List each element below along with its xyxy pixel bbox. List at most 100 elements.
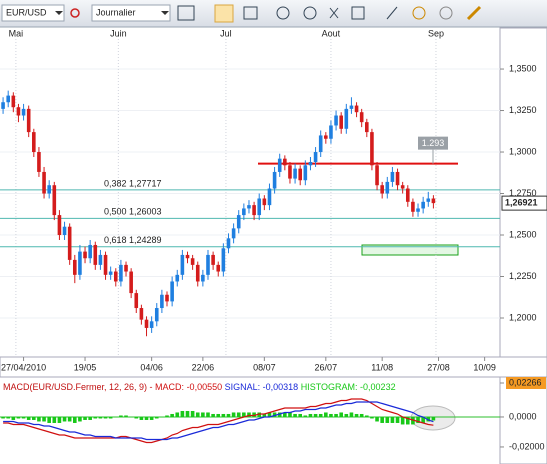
histogram-bar <box>211 413 215 417</box>
tool-button[interactable] <box>214 4 234 23</box>
histogram-bar <box>26 416 31 420</box>
candle-body <box>349 105 354 109</box>
y-tick-label: 1,2000 <box>509 312 537 322</box>
histogram-bar <box>380 416 384 423</box>
candle-body <box>26 108 31 133</box>
candle-body <box>318 135 323 153</box>
y-tick-label: 1,2750 <box>509 188 537 198</box>
histogram-bar <box>257 412 262 417</box>
tool-button[interactable] <box>329 7 339 19</box>
candle-body <box>37 152 41 172</box>
candle-body <box>395 171 400 186</box>
histogram-bar <box>283 412 287 417</box>
y-tick-label: 0,02266 <box>509 377 542 387</box>
candle-body <box>175 274 180 282</box>
histogram-bar <box>288 412 292 417</box>
candle-body <box>144 319 149 328</box>
candle-body <box>303 165 308 181</box>
histogram-bar <box>175 412 180 417</box>
date-axis <box>0 356 547 378</box>
histogram-bar <box>88 416 92 420</box>
fib-label: 0,618 1,24289 <box>104 235 162 245</box>
candle-body <box>83 251 87 259</box>
histogram-bar <box>344 413 349 417</box>
candle-body <box>313 152 318 162</box>
candle-body <box>62 226 67 236</box>
histogram-bar <box>395 416 400 423</box>
legend-text: MACD: <box>155 382 184 392</box>
candle-body <box>334 115 338 126</box>
candle-body <box>57 215 62 236</box>
tool-button[interactable] <box>177 5 195 21</box>
histogram-bar <box>324 412 328 417</box>
tool-button[interactable] <box>386 6 398 20</box>
histogram-bar <box>411 416 415 425</box>
candle-body <box>236 215 241 229</box>
histogram-bar <box>78 416 82 422</box>
candle-body <box>344 108 349 129</box>
histogram-bar <box>83 416 87 420</box>
histogram-bar <box>98 416 103 419</box>
x-tick-label: 26/07 <box>315 362 338 372</box>
tool-button[interactable] <box>466 5 482 21</box>
candle-body <box>293 168 297 179</box>
y-tick-label: 1,2250 <box>509 271 537 281</box>
histogram-bar <box>134 416 139 419</box>
legend-text: MACD(EUR/USD.Fermer, 12, 26, 9) - <box>3 382 153 392</box>
tool-button[interactable] <box>351 6 365 20</box>
candle-body <box>119 264 123 282</box>
symbol-combo[interactable] <box>1 4 65 22</box>
period-combo[interactable] <box>91 4 171 22</box>
x-tick-label: 27/08 <box>427 362 450 372</box>
histogram-bar <box>47 416 51 423</box>
histogram-bar <box>334 413 338 417</box>
month-label: Aout <box>322 28 341 38</box>
candle-body <box>47 185 51 194</box>
month-label: Sep <box>428 28 444 38</box>
legend-text: HISTOGRAM: <box>301 382 358 392</box>
histogram-bar <box>57 416 62 423</box>
candle-body <box>78 251 82 275</box>
candle-body <box>98 254 103 265</box>
indicator-line <box>3 398 434 444</box>
histogram-bar <box>201 412 205 417</box>
y-tick-label: 1,3250 <box>509 105 537 115</box>
histogram-bar <box>21 416 26 419</box>
histogram-bar <box>313 413 318 417</box>
y-tick-label: 1,3000 <box>509 146 537 156</box>
candle-body <box>1 102 5 109</box>
candle-body <box>42 171 46 194</box>
histogram-bar <box>329 413 333 417</box>
histogram-bar <box>6 416 10 419</box>
candle-body <box>308 161 313 166</box>
tool-button[interactable] <box>303 6 317 20</box>
candle-body <box>160 294 164 309</box>
symbol: EUR/USD <box>6 7 47 17</box>
histogram-bar <box>226 413 231 417</box>
candle-body <box>421 201 425 209</box>
histogram-bar <box>400 416 405 425</box>
histogram-bar <box>385 416 390 423</box>
candle-body <box>124 264 128 272</box>
histogram-bar <box>37 416 41 422</box>
tool-button[interactable] <box>412 6 426 20</box>
tool-button[interactable] <box>243 6 258 20</box>
tool-button[interactable] <box>276 6 290 20</box>
candle-body <box>375 165 379 186</box>
candle-body <box>365 122 369 133</box>
histogram-bar <box>11 416 16 420</box>
fib-label: 0,382 1,27717 <box>104 178 162 188</box>
candle-body <box>113 271 118 282</box>
candle-body <box>262 198 267 206</box>
candle-body <box>226 238 231 249</box>
histogram-bar <box>267 412 272 417</box>
candle-body <box>426 198 431 202</box>
tool-button[interactable] <box>439 6 453 20</box>
candle-body <box>221 248 226 272</box>
histogram-bar <box>318 413 323 417</box>
candle-body <box>277 158 282 172</box>
histogram-bar <box>139 416 144 420</box>
histogram-bar <box>277 412 282 417</box>
